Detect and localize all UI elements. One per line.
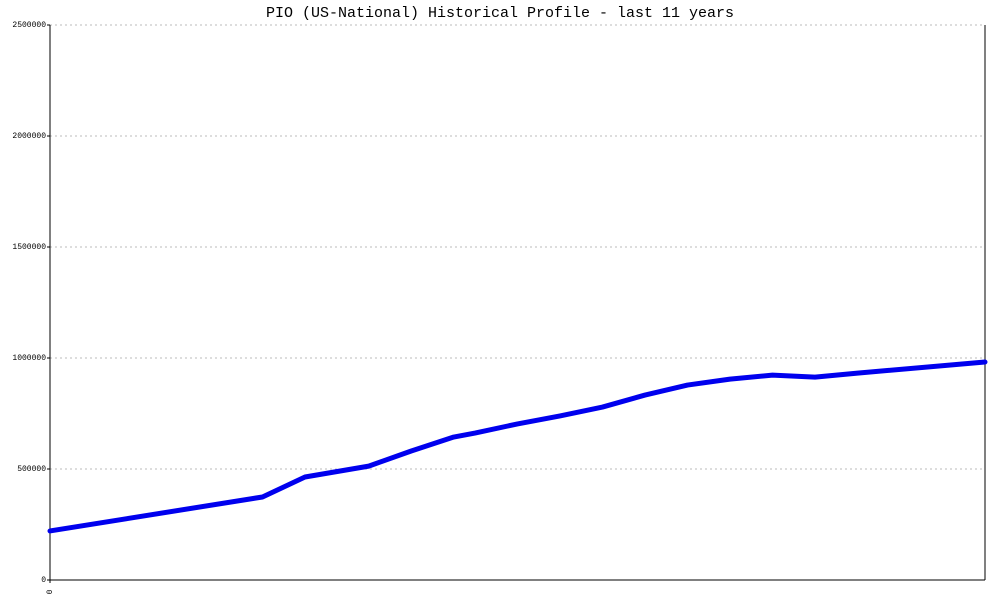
chart-title: PIO (US-National) Historical Profile - l… [266, 5, 734, 22]
data-line [47, 359, 988, 534]
y-tick-label: 500000 [17, 465, 46, 474]
y-tick-label: 2500000 [12, 21, 46, 30]
y-tick-label: 1000000 [12, 354, 46, 363]
y-tick-label: 2000000 [12, 132, 46, 141]
x-tick-label: 0 [46, 589, 55, 594]
y-tick-label: 1500000 [12, 243, 46, 252]
y-tick-label: 0 [41, 576, 46, 585]
